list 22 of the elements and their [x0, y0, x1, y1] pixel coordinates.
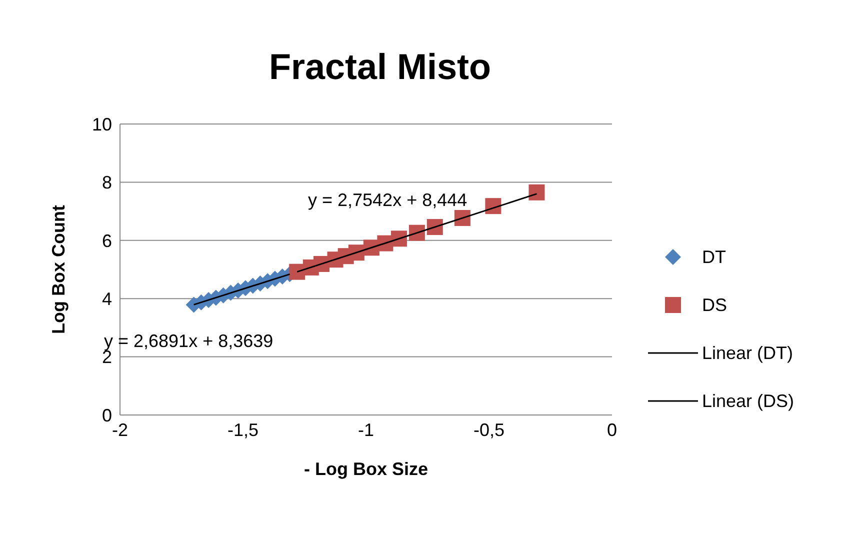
legend-label: Linear (DS) — [702, 390, 794, 412]
x-tick-label: -2 — [112, 420, 128, 440]
legend-label: Linear (DT) — [702, 342, 794, 364]
y-tick-label: 4 — [102, 288, 112, 309]
legend-label: DT — [702, 246, 726, 268]
legend-label: DS — [702, 294, 728, 316]
chart-title: Fractal Misto — [268, 46, 492, 88]
x-tick-label: -0,5 — [473, 420, 505, 440]
y-tick-label: 8 — [102, 172, 112, 193]
y-tick-label: 6 — [102, 230, 112, 251]
x-tick-label: 0 — [606, 420, 618, 440]
point — [390, 230, 407, 247]
x-tick-label: -1 — [358, 420, 374, 440]
point — [528, 184, 545, 200]
point — [454, 210, 470, 226]
x-tick-label: -1,5 — [227, 420, 259, 440]
y-tick-label: 10 — [92, 114, 112, 134]
x-axis-title: - Log Box Size — [304, 459, 428, 479]
point — [408, 224, 425, 241]
y-tick-label: 0 — [102, 405, 112, 426]
y-axis-title: Log Box Count — [48, 205, 68, 334]
annotation: y = 2,7542x + 8,444 — [308, 190, 468, 211]
